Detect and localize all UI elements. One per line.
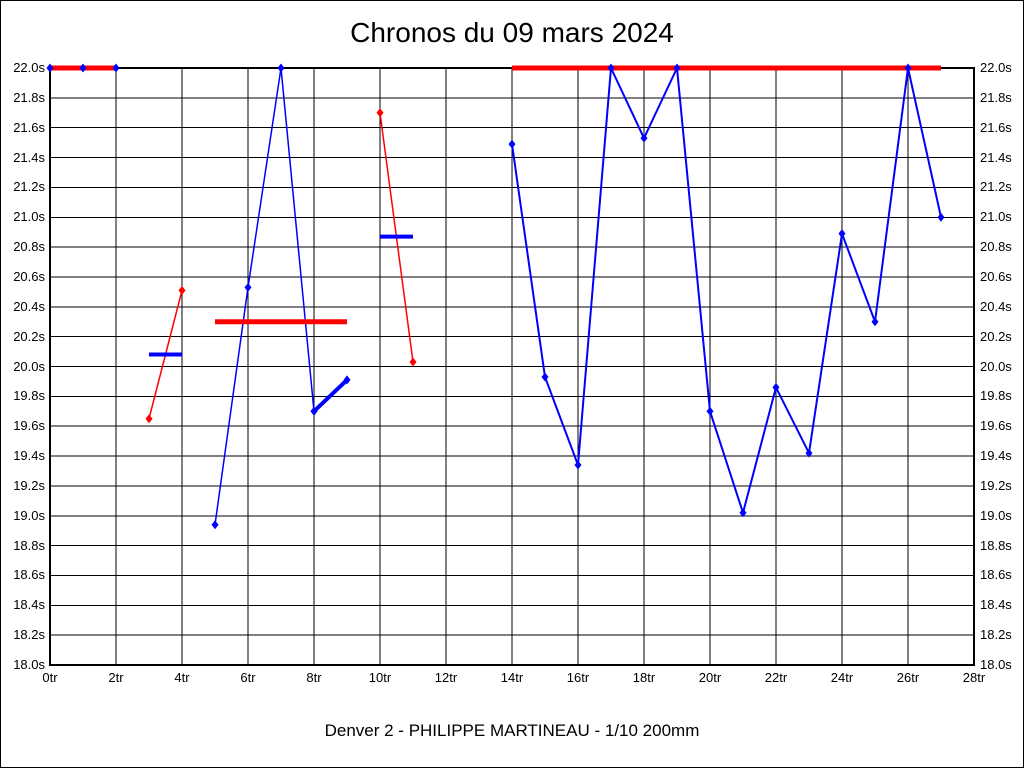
- y-tick-label-right: 22.0s: [980, 60, 1012, 75]
- data-point-marker: [145, 414, 153, 424]
- y-tick-label-left: 20.2s: [13, 328, 45, 344]
- data-point-marker: [904, 63, 912, 73]
- y-tick-label-right: 20.4s: [980, 298, 1012, 314]
- x-tick-label: 8tr: [306, 670, 322, 685]
- y-tick-label-right: 21.6s: [980, 119, 1012, 135]
- data-point-marker: [244, 282, 252, 292]
- data-point-marker: [343, 375, 351, 385]
- data-point-marker: [805, 448, 813, 458]
- y-tick-label-left: 18.4s: [13, 597, 45, 613]
- chart-caption: Denver 2 - PHILIPPE MARTINEAU - 1/10 200…: [324, 721, 700, 740]
- y-tick-label-right: 21.4s: [980, 149, 1012, 165]
- y-tick-label-right: 19.4s: [980, 448, 1012, 464]
- x-tick-label: 2tr: [108, 670, 124, 685]
- y-tick-label-right: 19.8s: [980, 388, 1012, 404]
- y-tick-label-left: 20.8s: [13, 239, 45, 255]
- stint1-laps-blue-markers: [46, 63, 120, 73]
- data-point-marker: [508, 139, 516, 149]
- y-tick-label-left: 19.4s: [13, 448, 45, 464]
- data-point-marker: [376, 108, 384, 118]
- data-point-marker: [310, 406, 318, 416]
- data-point-marker: [409, 357, 417, 367]
- y-tick-label-right: 21.0s: [980, 209, 1012, 225]
- data-point-marker: [211, 520, 219, 530]
- x-tick-label: 6tr: [240, 670, 256, 685]
- pit-laps-2-red-markers: [376, 108, 417, 367]
- x-tick-label: 24tr: [830, 670, 854, 685]
- stint2-laps-blue: [214, 67, 315, 525]
- y-tick-label-right: 21.8s: [980, 89, 1012, 105]
- y-tick-label-left: 19.0s: [13, 507, 45, 523]
- y-tick-label-right: 18.4s: [980, 597, 1012, 613]
- data-point-marker: [79, 63, 87, 73]
- data-point-marker: [640, 133, 648, 143]
- y-tick-label-left: 20.4s: [13, 298, 45, 314]
- stint2-laps-blue-markers: [211, 63, 318, 530]
- data-point-marker: [739, 508, 747, 518]
- y-tick-label-left: 18.0s: [13, 657, 45, 672]
- y-tick-label-left: 19.6s: [13, 418, 45, 434]
- y-tick-label-right: 20.8s: [980, 239, 1012, 255]
- y-tick-label-right: 18.2s: [980, 627, 1012, 643]
- grid-lines: [49, 67, 975, 666]
- y-tick-label-left: 21.0s: [13, 209, 45, 225]
- x-tick-label: 20tr: [698, 670, 722, 685]
- stint3-laps-blue-markers: [508, 63, 945, 518]
- y-tick-label-left: 18.6s: [13, 567, 45, 583]
- stint2-final-laps-blue-markers: [310, 375, 351, 416]
- y-tick-label-right: 19.2s: [980, 477, 1012, 493]
- x-tick-label: 12tr: [434, 670, 458, 685]
- y-tick-label-left: 21.8s: [13, 89, 45, 105]
- y-tick-label-right: 21.2s: [980, 179, 1012, 195]
- data-point-marker: [937, 212, 945, 222]
- y-tick-label-right: 19.6s: [980, 418, 1012, 434]
- y-tick-label-left: 20.6s: [13, 268, 45, 284]
- data-point-marker: [772, 382, 780, 392]
- stint2-final-laps-blue: [312, 378, 349, 413]
- x-tick-label: 14tr: [500, 670, 524, 685]
- data-point-marker: [871, 317, 879, 327]
- pit-laps-1-red-markers: [145, 285, 186, 424]
- y-tick-label-right: 18.8s: [980, 537, 1012, 553]
- y-tick-label-left: 19.2s: [13, 477, 45, 493]
- data-point-marker: [46, 63, 54, 73]
- x-tick-label: 26tr: [896, 670, 920, 685]
- x-tick-label: 4tr: [174, 670, 190, 685]
- data-point-marker: [706, 406, 714, 416]
- data-point-marker: [574, 460, 582, 470]
- y-tick-label-right: 18.0s: [980, 657, 1012, 672]
- data-point-marker: [178, 285, 186, 295]
- y-tick-label-left: 22.0s: [13, 60, 45, 75]
- y-tick-label-left: 21.2s: [13, 179, 45, 195]
- data-point-marker: [112, 63, 120, 73]
- x-tick-label: 28tr: [962, 670, 986, 685]
- data-point-marker: [607, 63, 615, 73]
- y-tick-label-right: 18.6s: [980, 567, 1012, 583]
- y-tick-label-left: 19.8s: [13, 388, 45, 404]
- chart-title: Chronos du 09 mars 2024: [350, 17, 674, 48]
- data-point-marker: [673, 63, 681, 73]
- x-tick-label: 10tr: [368, 670, 392, 685]
- y-tick-label-right: 19.0s: [980, 507, 1012, 523]
- y-tick-label-left: 20.0s: [13, 358, 45, 374]
- y-tick-label-right: 20.6s: [980, 268, 1012, 284]
- y-tick-label-right: 20.0s: [980, 358, 1012, 374]
- x-tick-label: 18tr: [632, 670, 656, 685]
- y-tick-label-left: 21.4s: [13, 149, 45, 165]
- x-tick-label: 0tr: [42, 670, 58, 685]
- y-tick-label-right: 20.2s: [980, 328, 1012, 344]
- y-tick-label-left: 18.2s: [13, 627, 45, 643]
- data-point-marker: [541, 372, 549, 382]
- stint3-laps-blue: [511, 67, 942, 514]
- x-tick-label: 22tr: [764, 670, 788, 685]
- plot-area: [46, 63, 975, 666]
- y-tick-label-left: 21.6s: [13, 119, 45, 135]
- data-point-marker: [838, 229, 846, 239]
- y-tick-label-left: 18.8s: [13, 537, 45, 553]
- chart-canvas: [46, 63, 975, 666]
- x-tick-label: 16tr: [566, 670, 590, 685]
- data-point-marker: [277, 63, 285, 73]
